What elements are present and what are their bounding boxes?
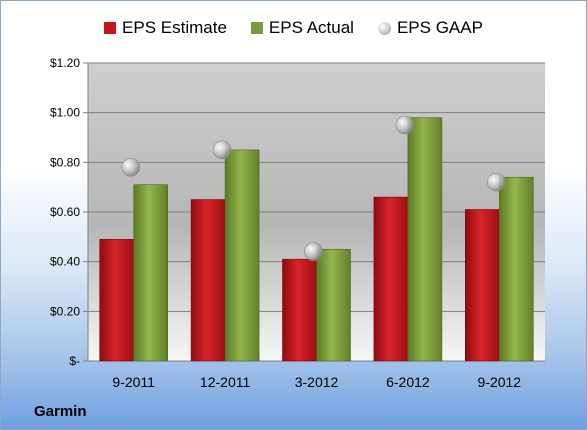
legend: EPS Estimate EPS Actual EPS GAAP <box>1 18 586 38</box>
point-eps-gaap <box>212 140 232 160</box>
legend-label-actual: EPS Actual <box>268 18 354 37</box>
point-eps-gaap <box>304 242 323 262</box>
y-tick-label: $0.40 <box>50 255 80 269</box>
legend-item-estimate: EPS Estimate <box>104 18 227 38</box>
bar-eps-estimate <box>99 239 134 362</box>
bar-eps-estimate <box>282 258 317 362</box>
x-tick-label: 6-2012 <box>386 374 430 390</box>
x-tick-label: 12-2011 <box>200 374 251 390</box>
legend-item-actual: EPS Actual <box>250 18 354 38</box>
company-name: Garmin <box>34 403 87 420</box>
y-tick-label: $0.60 <box>50 205 80 219</box>
x-tick-label: 3-2012 <box>295 374 339 390</box>
bar-eps-estimate <box>190 199 226 362</box>
legend-swatch-actual <box>250 22 263 34</box>
legend-item-gaap: EPS GAAP <box>377 18 483 38</box>
bar-eps-actual <box>498 176 534 362</box>
point-eps-gaap <box>395 115 415 135</box>
bar-eps-estimate <box>464 209 500 362</box>
y-tick-label: $- <box>69 354 80 368</box>
x-tick-label: 9-2012 <box>478 374 522 390</box>
legend-label-estimate: EPS Estimate <box>122 18 227 37</box>
legend-swatch-estimate <box>104 22 117 34</box>
point-eps-gaap <box>486 172 506 192</box>
bar-eps-estimate <box>373 196 409 362</box>
x-tick-label: 9-2011 <box>112 374 155 390</box>
bar-eps-actual <box>407 117 443 362</box>
legend-swatch-gaap <box>377 21 391 35</box>
legend-label-gaap: EPS GAAP <box>396 18 483 37</box>
y-tick-label: $0.20 <box>50 304 80 318</box>
point-eps-gaap <box>121 158 140 177</box>
y-tick-label: $1.20 <box>50 56 80 70</box>
bar-eps-actual <box>316 248 351 362</box>
y-tick-label: $1.00 <box>50 106 80 120</box>
bar-eps-actual <box>224 149 260 362</box>
bar-eps-actual <box>133 184 168 362</box>
y-tick-label: $0.80 <box>50 155 80 169</box>
